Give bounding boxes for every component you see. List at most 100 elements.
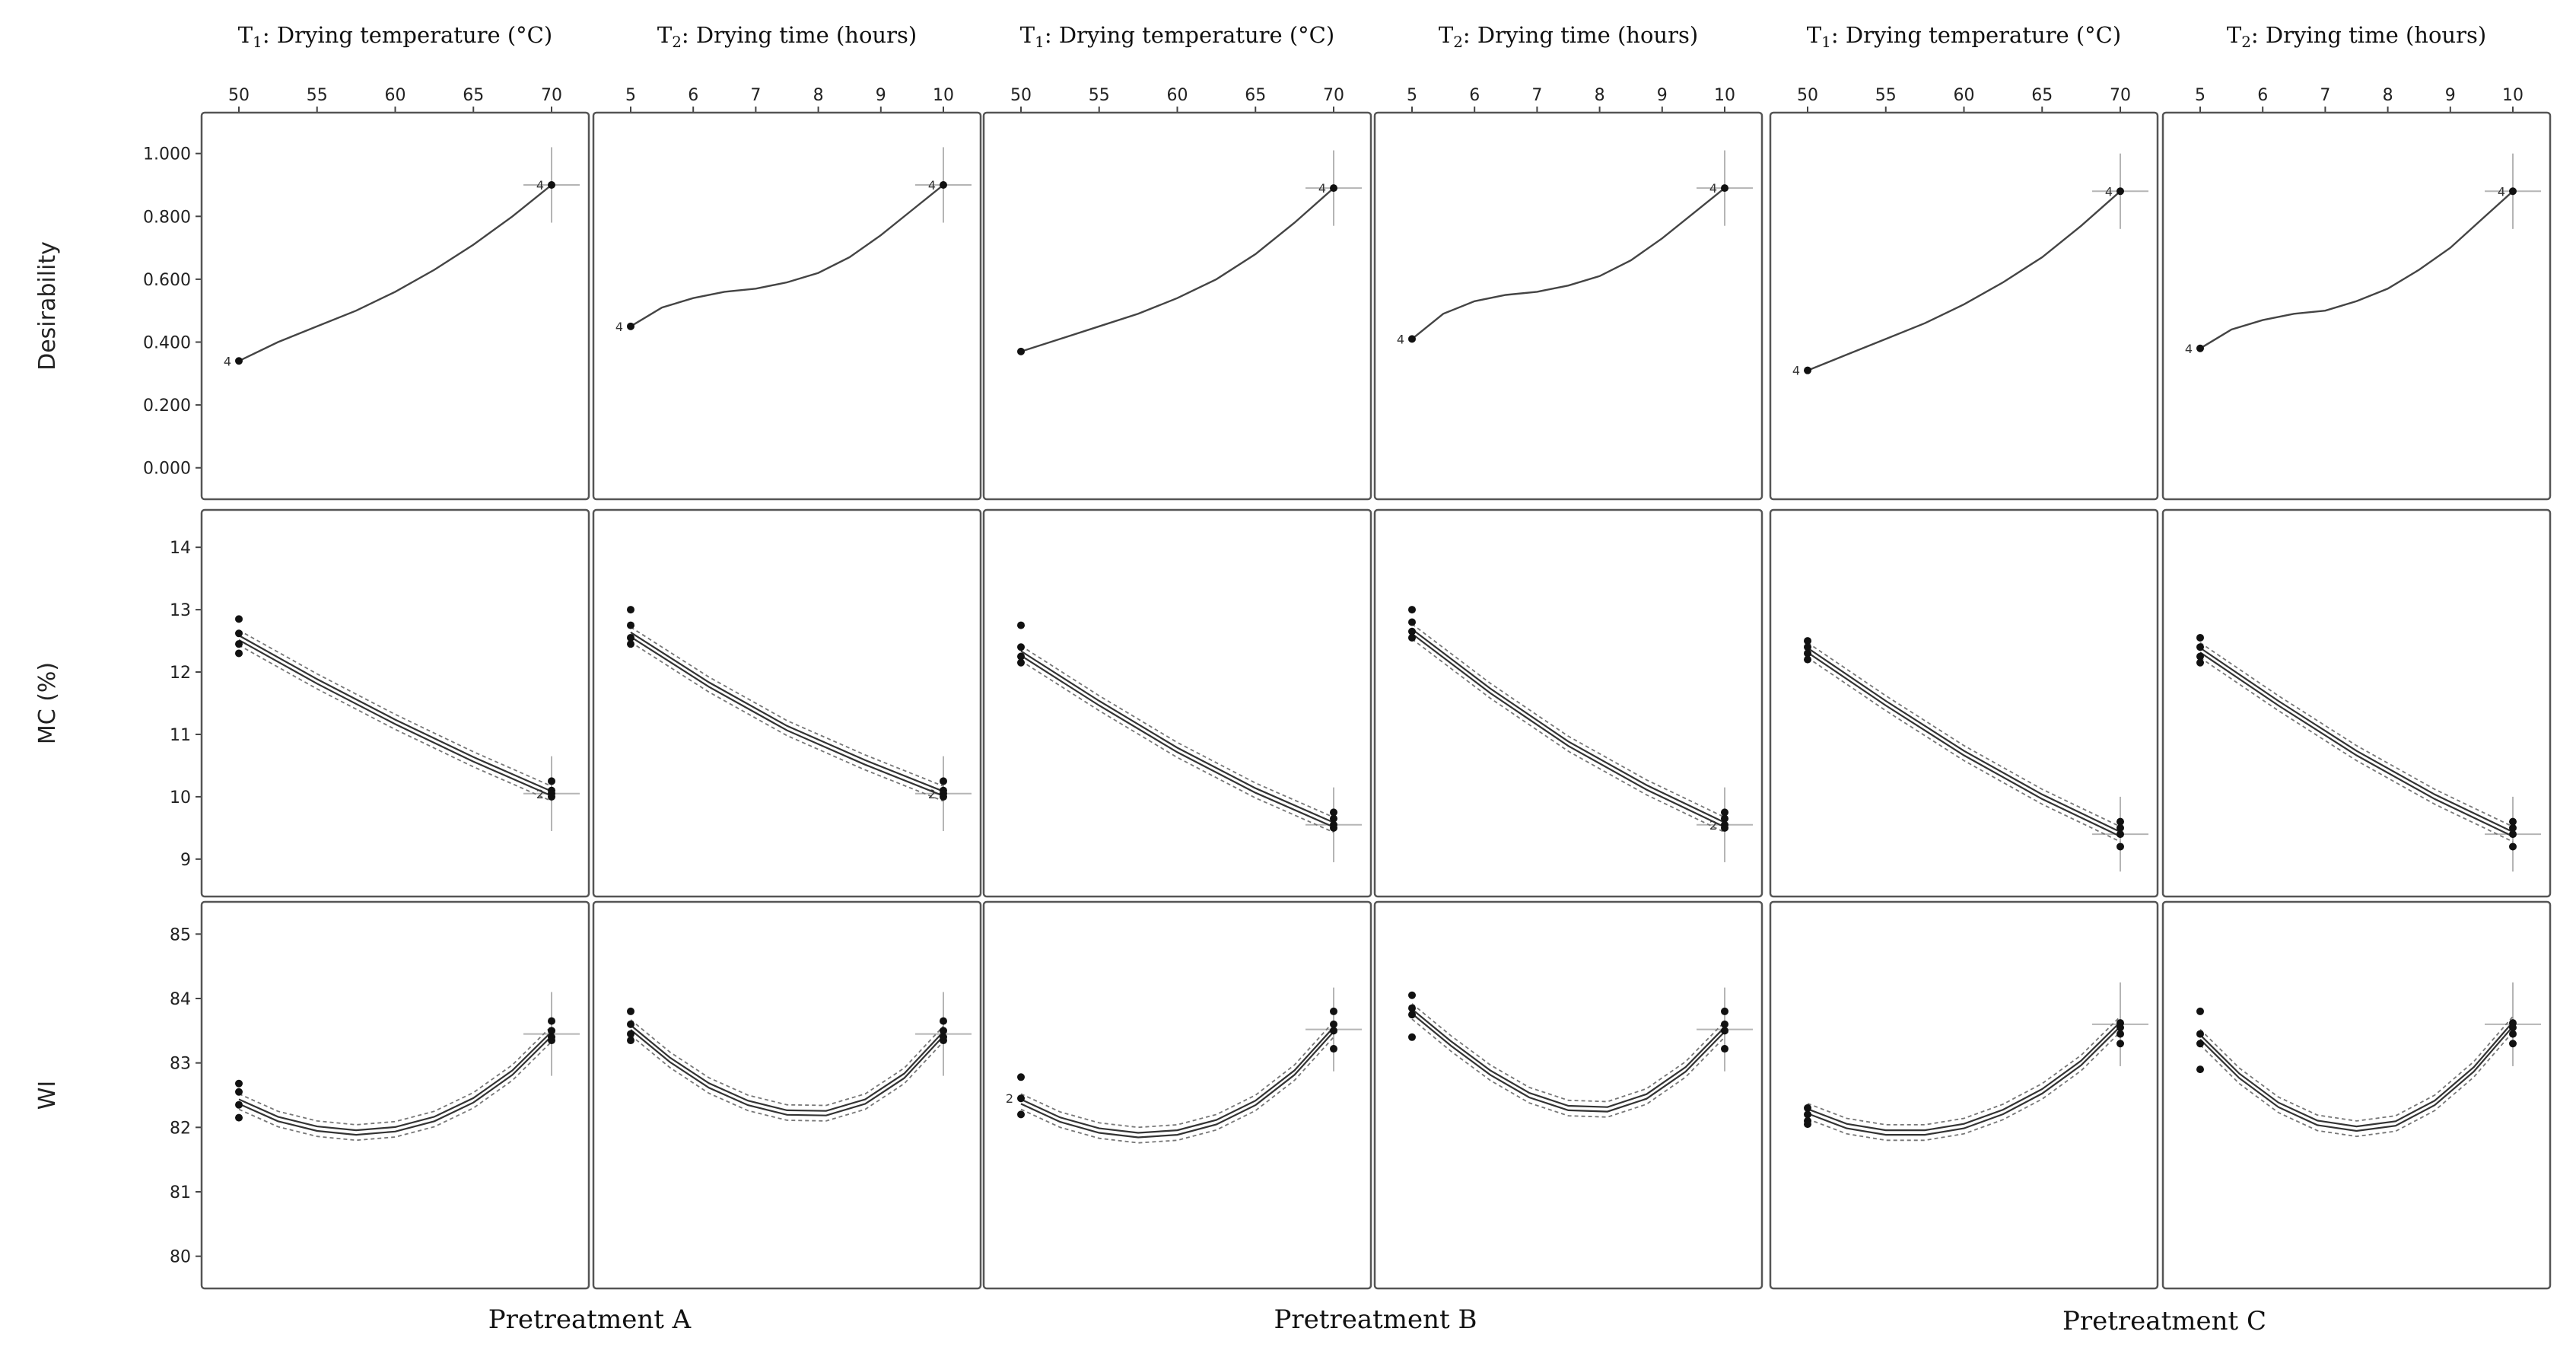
data-point (1017, 1073, 1025, 1081)
data-point (1804, 655, 1811, 664)
panel-frame (982, 900, 1372, 1290)
panel-frame (592, 900, 982, 1290)
prediction-curve (630, 1029, 944, 1116)
data-point (548, 777, 555, 785)
x-tick-label: 65 (463, 86, 484, 105)
data-point (1721, 1020, 1728, 1028)
x-tick-label: 5 (1407, 86, 1417, 105)
x-tick-label: 10 (1714, 86, 1735, 105)
panel-frame (2161, 111, 2552, 501)
data-point (1330, 184, 1337, 193)
x-tick-label: 7 (1531, 86, 1542, 105)
confidence-band (2199, 642, 2514, 828)
y-tick-label: 0.800 (143, 208, 191, 227)
group-label: Pretreatment A (488, 1304, 692, 1335)
data-point (2196, 652, 2204, 661)
data-point (1721, 814, 1728, 823)
point-count-label: 2 (1006, 1091, 1013, 1106)
data-point (235, 615, 243, 623)
data-point (2509, 1040, 2517, 1048)
prediction-curve (630, 1024, 944, 1112)
point-count-label: 4 (2185, 342, 2193, 356)
confidence-band (2199, 1031, 2514, 1138)
column-title: T2: Drying time (hours) (1439, 22, 1698, 51)
data-point (627, 606, 634, 614)
data-point (1330, 1020, 1337, 1028)
data-point (548, 180, 555, 189)
prediction-curve (238, 1030, 552, 1132)
data-point (940, 777, 947, 785)
data-point (1804, 1110, 1811, 1119)
prediction-curve (1020, 1030, 1334, 1139)
point-count-label: 4 (2105, 184, 2113, 199)
x-tick-label: 6 (1469, 86, 1480, 105)
data-point (1330, 823, 1337, 832)
y-tick-label: 83 (170, 1055, 191, 1074)
point-count-label: 4 (1709, 181, 1717, 196)
panel-frame (200, 900, 590, 1290)
x-tick-label: 5 (2195, 86, 2206, 105)
y-tick-label: 1.000 (143, 145, 191, 164)
prediction-curve (1411, 1013, 1725, 1113)
y-tick-label: 0.200 (143, 397, 191, 416)
data-point (940, 792, 947, 801)
data-point (1017, 643, 1025, 651)
point-count-label: 4 (536, 178, 544, 193)
panel-frame (1373, 111, 1763, 501)
data-point (1721, 1007, 1728, 1015)
x-tick-label: 9 (876, 86, 886, 105)
data-point (627, 1020, 634, 1028)
y-tick-label: 0.400 (143, 333, 191, 352)
data-point (1017, 347, 1025, 355)
prediction-curve (238, 635, 552, 792)
x-tick-label: 8 (813, 86, 824, 105)
prediction-curve (1411, 628, 1725, 823)
data-point (1017, 652, 1025, 661)
prediction-curve (1020, 1026, 1334, 1134)
prediction-curve (1020, 655, 1334, 828)
confidence-band (1807, 642, 2121, 828)
panel-frame (1769, 508, 2159, 898)
x-tick-label: 50 (1010, 86, 1032, 105)
y-tick-label: 82 (170, 1119, 191, 1138)
point-count-label: 4 (1318, 181, 1326, 196)
confidence-band (2199, 657, 2514, 842)
point-count-label: 4 (224, 354, 231, 368)
data-point (1330, 1027, 1337, 1035)
x-tick-label: 70 (541, 86, 562, 105)
x-tick-label: 60 (1954, 86, 1975, 105)
panel-frame (592, 111, 982, 501)
data-point (627, 621, 634, 629)
column-title: T2: Drying time (hours) (657, 22, 917, 51)
data-point (2196, 633, 2204, 642)
confidence-band (1411, 638, 1725, 833)
prediction-curve (630, 184, 944, 327)
confidence-band (630, 641, 944, 802)
point-count-label: 2 (536, 787, 544, 801)
x-tick-label: 6 (688, 86, 698, 105)
data-point (235, 640, 243, 648)
panel-frame (592, 508, 982, 898)
point-count-label: 4 (2498, 184, 2505, 199)
data-point (235, 1100, 243, 1109)
prediction-curve (2199, 1021, 2514, 1128)
prediction-curve (2199, 190, 2514, 349)
data-point (235, 1088, 243, 1096)
confidence-band (1411, 1003, 1725, 1103)
data-point (1330, 1045, 1337, 1053)
data-point (2509, 842, 2517, 851)
data-point (2116, 842, 2124, 851)
x-tick-label: 9 (2445, 86, 2456, 105)
panel-frame (200, 111, 590, 501)
prediction-curve (1411, 187, 1725, 340)
prediction-curve (1020, 650, 1334, 823)
point-count-label: 4 (928, 178, 936, 193)
confidence-band (1411, 1018, 1725, 1118)
column-title: T1: Drying temperature (°C) (238, 22, 552, 51)
confidence-band (238, 1025, 552, 1126)
data-point (548, 792, 555, 801)
x-tick-label: 55 (1089, 86, 1110, 105)
data-point (1017, 658, 1025, 667)
data-point (2196, 1007, 2204, 1015)
x-tick-label: 7 (750, 86, 761, 105)
